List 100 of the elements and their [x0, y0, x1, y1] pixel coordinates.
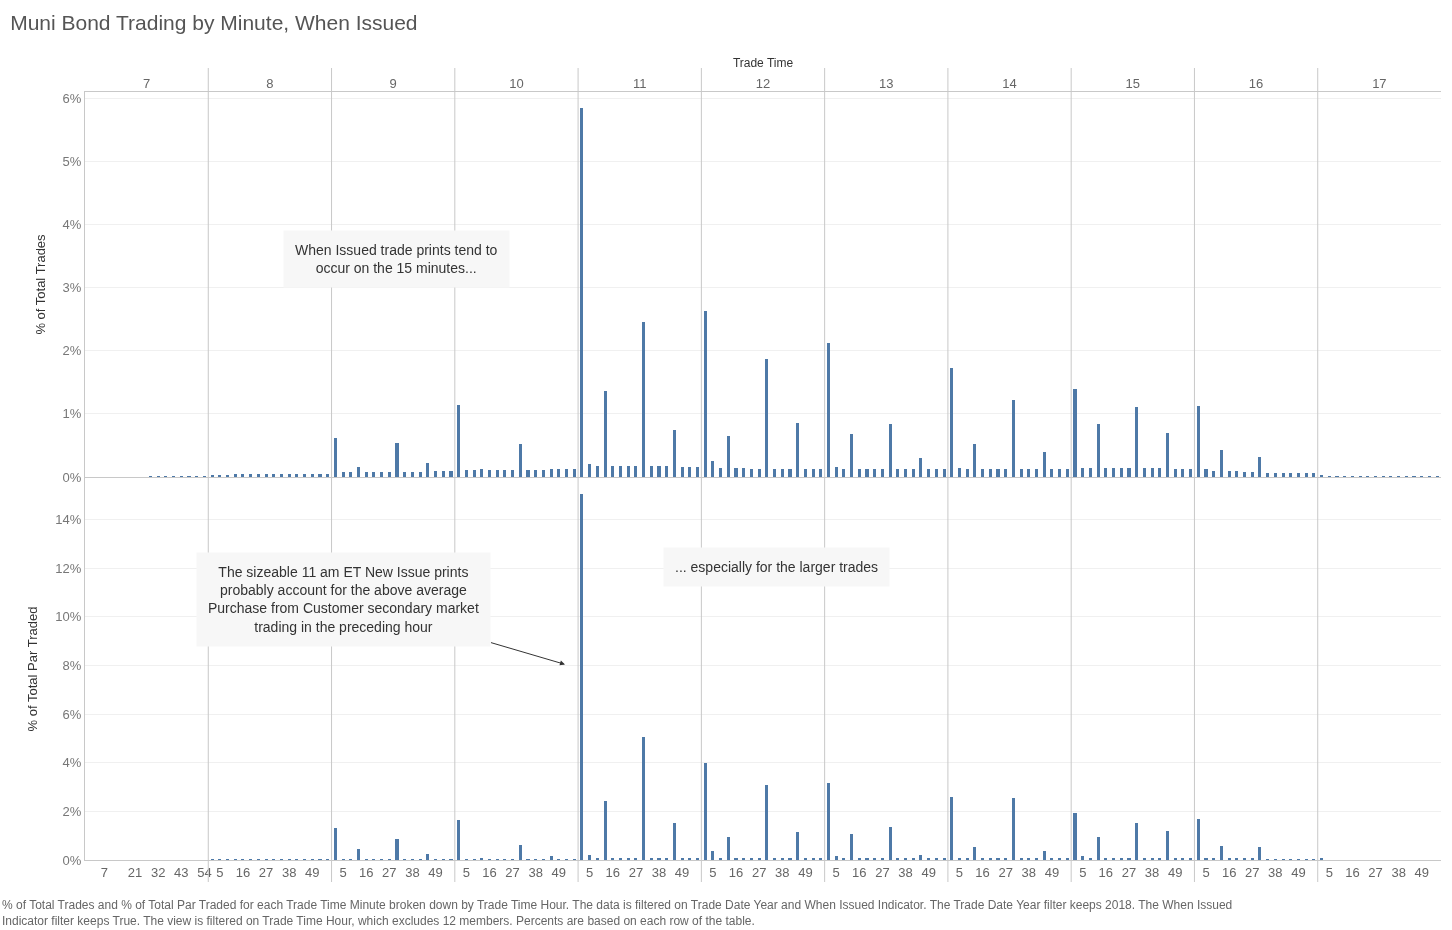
y-tick-label: 5% [62, 153, 82, 169]
x-tick-label: 5 [709, 864, 717, 880]
x-tick-label: 27 [505, 864, 520, 880]
bar [765, 784, 769, 860]
bar [973, 846, 977, 860]
bar [788, 468, 792, 477]
bar [1096, 423, 1100, 477]
y-tick-label: 4% [62, 217, 82, 233]
bar [649, 465, 653, 477]
bar [1127, 468, 1131, 477]
bar [765, 358, 769, 477]
y-tick-label: 14% [55, 511, 82, 527]
x-tick-label: 38 [898, 864, 913, 880]
x-tick-label: 16 [235, 864, 251, 880]
bar [826, 783, 831, 860]
bar [688, 466, 692, 477]
bar [873, 468, 877, 477]
x2-tick-label: 12 [755, 76, 771, 92]
bar [1165, 432, 1170, 477]
bar [1142, 467, 1146, 477]
bar [888, 826, 892, 860]
bar [1158, 468, 1162, 477]
bar [1235, 471, 1239, 477]
bar [711, 851, 715, 860]
bar [927, 468, 931, 477]
bar [1196, 406, 1200, 477]
bar [1081, 856, 1085, 860]
bar [850, 834, 854, 860]
x2-axis-title: Trade Time [732, 55, 794, 70]
bar [626, 466, 630, 477]
x-tick-label: 16 [1221, 864, 1237, 880]
bar [726, 836, 730, 860]
x-tick-label: 38 [281, 864, 297, 880]
bar [819, 468, 823, 477]
bar [287, 474, 291, 477]
x-tick-label: 49 [1414, 864, 1429, 880]
bar [1034, 468, 1039, 477]
x-tick-label: 5 [955, 864, 964, 880]
bar [803, 468, 807, 477]
bar [981, 468, 985, 477]
bar [796, 423, 800, 477]
bar [719, 468, 723, 477]
bar [865, 857, 869, 860]
bar [595, 466, 599, 477]
bar [303, 473, 307, 477]
y-tick-label: 0% [62, 469, 82, 485]
bar [811, 468, 815, 477]
x-tick-label: 16 [728, 864, 744, 880]
bar [241, 474, 245, 477]
x-tick-label: 43 [174, 864, 189, 880]
bar [742, 468, 746, 477]
x-tick-label: 27 [998, 864, 1013, 880]
x-tick-label: 16 [1345, 864, 1360, 880]
bar [588, 464, 592, 477]
bar [749, 468, 753, 477]
y-tick-label: 2% [62, 803, 82, 819]
bar [903, 468, 908, 477]
x-tick-label: 49 [428, 864, 443, 880]
x2-tick-label: 10 [509, 76, 524, 92]
bar [1304, 473, 1308, 477]
x-tick-label: 49 [921, 864, 936, 880]
bar [734, 468, 738, 477]
bar [580, 108, 584, 477]
bar [534, 470, 538, 477]
bar [310, 473, 314, 477]
bar [919, 854, 923, 860]
bar [1189, 468, 1193, 477]
y-tick-label: 4% [62, 755, 82, 771]
bar [780, 468, 784, 477]
bar [380, 471, 384, 477]
bar [726, 435, 730, 477]
x-tick-label: 5 [832, 864, 840, 880]
bar [1212, 470, 1216, 477]
bar [272, 474, 276, 477]
bar [988, 468, 992, 477]
bar [773, 468, 777, 477]
bar [457, 820, 461, 860]
y-tick-label: 2% [62, 343, 82, 359]
bar [472, 470, 476, 477]
bar [279, 474, 284, 477]
bar [1258, 846, 1262, 860]
bar [549, 468, 553, 477]
bar [464, 470, 468, 477]
bar [356, 466, 361, 477]
x-tick-label: 5 [339, 864, 347, 880]
bar [834, 466, 838, 477]
bar [1104, 468, 1108, 477]
x-tick-label: 49 [798, 864, 813, 880]
bar [1004, 468, 1008, 477]
x2-tick-label: 11 [632, 76, 647, 92]
bar [1296, 473, 1301, 477]
x-tick-label: 5 [1325, 864, 1333, 880]
bar [1058, 468, 1062, 477]
bar [1181, 468, 1185, 477]
bar [1065, 468, 1069, 477]
y-tick-label: 1% [62, 406, 82, 422]
bar [711, 461, 715, 477]
bar [1219, 845, 1223, 860]
x-tick-label: 16 [482, 864, 497, 880]
bar [657, 857, 661, 860]
